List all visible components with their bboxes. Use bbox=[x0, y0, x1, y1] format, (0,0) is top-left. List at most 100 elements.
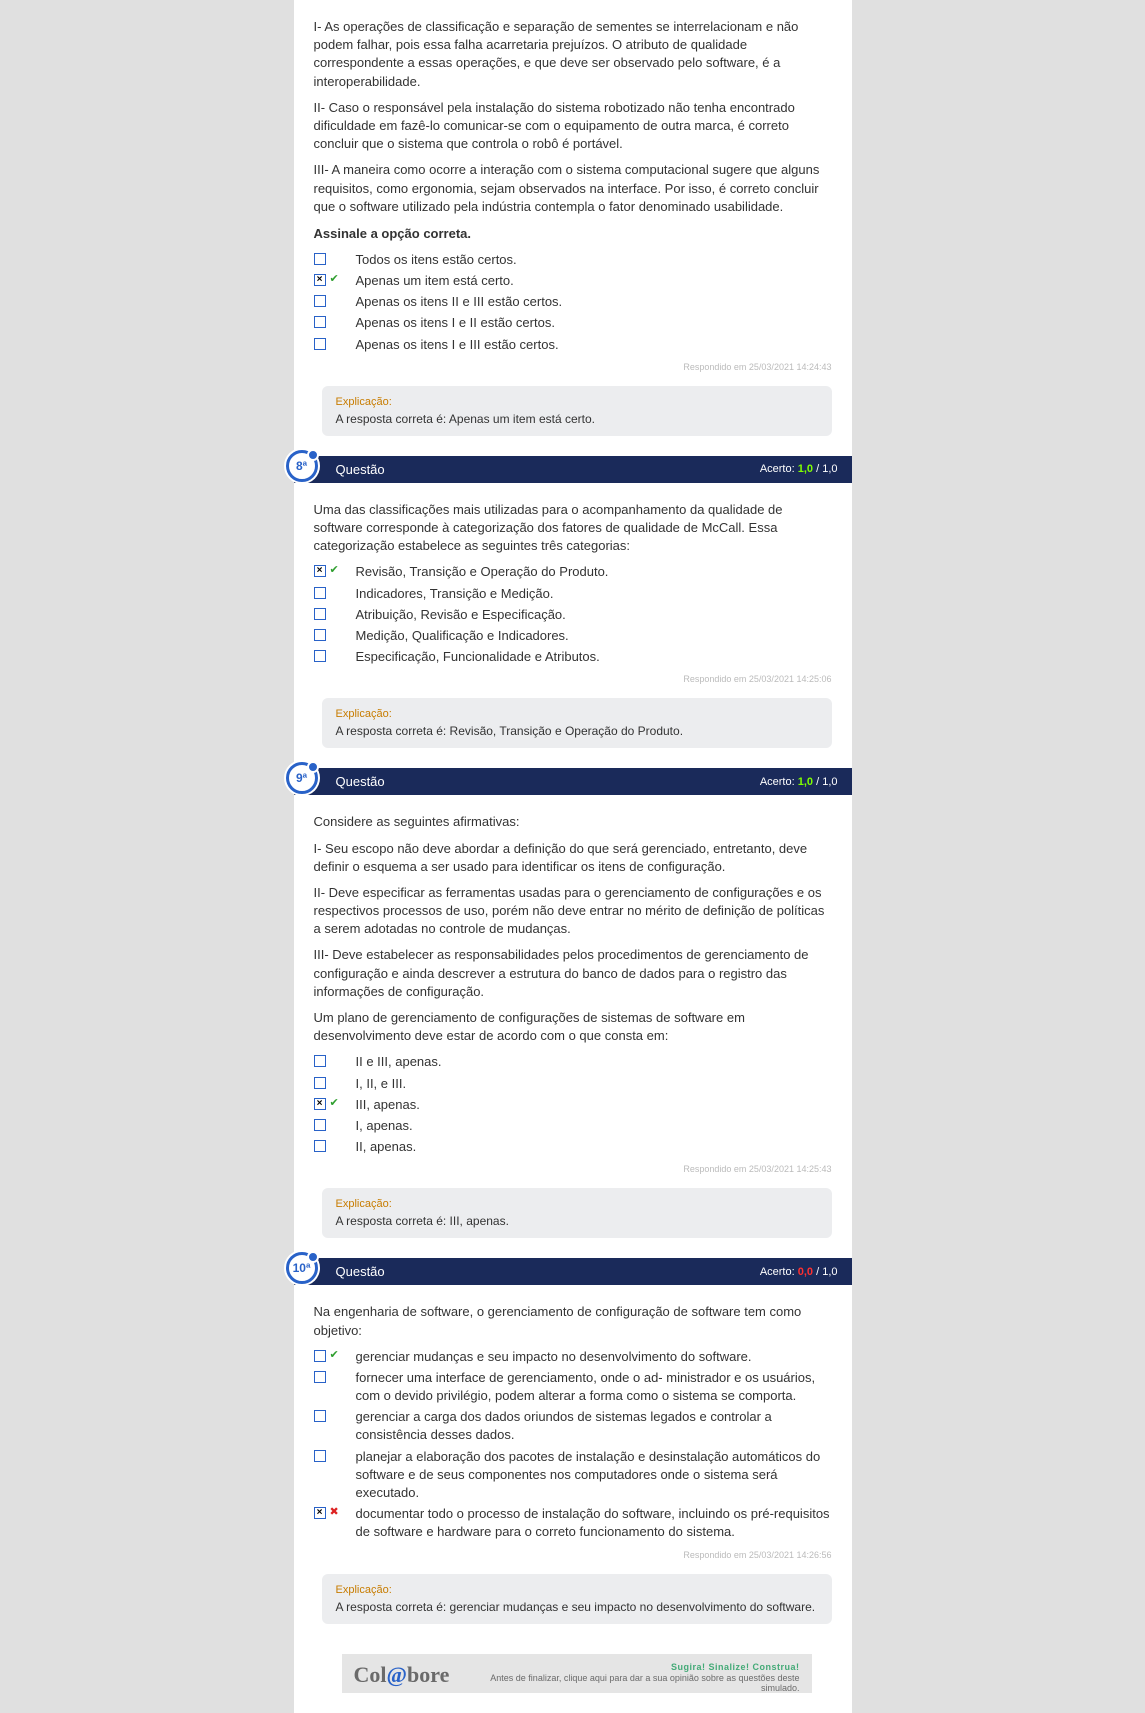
option-row[interactable]: Atribuição, Revisão e Especificação. bbox=[314, 606, 832, 624]
explanation-label: Explicação: bbox=[336, 396, 818, 408]
option-row[interactable]: Indicadores, Transição e Medição. bbox=[314, 585, 832, 603]
statement: I- Seu escopo não deve abordar a definiç… bbox=[314, 840, 832, 876]
answered-timestamp: Respondido em 25/03/2021 14:26:56 bbox=[294, 1550, 832, 1560]
explanation-box: Explicação: A resposta correta é: III, a… bbox=[322, 1188, 832, 1238]
score-earned: 0,0 bbox=[798, 1266, 813, 1278]
checkbox-icon[interactable] bbox=[314, 587, 326, 599]
explanation-label: Explicação: bbox=[336, 708, 818, 720]
checkbox-icon[interactable]: × bbox=[314, 274, 326, 286]
option-text: fornecer uma interface de gerenciamento,… bbox=[356, 1369, 832, 1405]
checkbox-icon[interactable] bbox=[314, 629, 326, 641]
question-title: Questão bbox=[336, 774, 385, 789]
question-number-badge: 9ª bbox=[286, 762, 318, 794]
option-text: planejar a elaboração dos pacotes de ins… bbox=[356, 1448, 832, 1503]
score-label: Acerto: bbox=[760, 1266, 795, 1278]
colabore-subtext: Antes de finalizar, clique aqui para dar… bbox=[449, 1673, 799, 1693]
options-list: ×✔Revisão, Transição e Operação do Produ… bbox=[314, 563, 832, 666]
statement: II- Caso o responsável pela instalação d… bbox=[314, 99, 832, 154]
checkbox-icon[interactable] bbox=[314, 608, 326, 620]
question-title: Questão bbox=[336, 1264, 385, 1279]
option-row[interactable]: I, II, e III. bbox=[314, 1075, 832, 1093]
option-text: II, apenas. bbox=[356, 1138, 832, 1156]
option-text: I, apenas. bbox=[356, 1117, 832, 1135]
question-body: Considere as seguintes afirmativas: I- S… bbox=[294, 795, 852, 1156]
checkbox-icon[interactable]: × bbox=[314, 1098, 326, 1110]
intro: Uma das classificações mais utilizadas p… bbox=[314, 501, 832, 556]
option-text: Revisão, Transição e Operação do Produto… bbox=[356, 563, 832, 581]
score: Acerto: 1,0 / 1,0 bbox=[760, 776, 838, 788]
question-header: 9ª Questão Acerto: 1,0 / 1,0 bbox=[294, 768, 852, 795]
options-list: II e III, apenas. I, II, e III. ×✔III, ape… bbox=[314, 1053, 832, 1156]
option-row[interactable]: Apenas os itens I e II estão certos. bbox=[314, 314, 832, 332]
option-text: Atribuição, Revisão e Especificação. bbox=[356, 606, 832, 624]
checkbox-icon[interactable] bbox=[314, 295, 326, 307]
option-row[interactable]: Medição, Qualificação e Indicadores. bbox=[314, 627, 832, 645]
option-row[interactable]: × ✖ documentar todo o processo de instalaç… bbox=[314, 1505, 832, 1541]
answered-timestamp: Respondido em 25/03/2021 14:25:43 bbox=[294, 1164, 832, 1174]
option-row[interactable]: fornecer uma interface de gerenciamento,… bbox=[314, 1369, 832, 1405]
question-9: 9ª Questão Acerto: 1,0 / 1,0 Considere a… bbox=[294, 768, 852, 1238]
option-text: Apenas um item está certo. bbox=[356, 272, 832, 290]
checkbox-icon[interactable] bbox=[314, 1140, 326, 1152]
option-row[interactable]: ×✔Revisão, Transição e Operação do Produ… bbox=[314, 563, 832, 581]
colabore-box[interactable]: Col@bore Sugira! Sinalize! Construa! Ant… bbox=[342, 1654, 812, 1693]
option-row[interactable]: Todos os itens estão certos. bbox=[314, 251, 832, 269]
checkbox-icon[interactable]: × bbox=[314, 565, 326, 577]
checkbox-icon[interactable]: × bbox=[314, 1507, 326, 1519]
checkbox-icon[interactable] bbox=[314, 338, 326, 350]
cross-icon: ✖ bbox=[330, 1505, 344, 1518]
question-body: I- As operações de classificação e separ… bbox=[294, 0, 852, 354]
option-text: Indicadores, Transição e Medição. bbox=[356, 585, 832, 603]
question-body: Na engenharia de software, o gerenciamen… bbox=[294, 1285, 852, 1541]
score: Acerto: 1,0 / 1,0 bbox=[760, 463, 838, 475]
option-row[interactable]: planejar a elaboração dos pacotes de ins… bbox=[314, 1448, 832, 1503]
option-row[interactable]: ×✔III, apenas. bbox=[314, 1096, 832, 1114]
option-row[interactable]: × ✔ Apenas um item está certo. bbox=[314, 272, 832, 290]
option-row[interactable]: II e III, apenas. bbox=[314, 1053, 832, 1071]
checkbox-icon[interactable] bbox=[314, 1410, 326, 1422]
checkbox-icon[interactable] bbox=[314, 1350, 326, 1362]
checkbox-icon[interactable] bbox=[314, 1055, 326, 1067]
option-text: documentar todo o processo de instalação… bbox=[356, 1505, 832, 1541]
option-text: Todos os itens estão certos. bbox=[356, 251, 832, 269]
quiz-page: I- As operações de classificação e separ… bbox=[294, 0, 852, 1713]
explanation-label: Explicação: bbox=[336, 1198, 818, 1210]
answered-timestamp: Respondido em 25/03/2021 14:24:43 bbox=[294, 362, 832, 372]
option-row[interactable]: Especificação, Funcionalidade e Atributo… bbox=[314, 648, 832, 666]
explanation-box: Explicação: A resposta correta é: Revisã… bbox=[322, 698, 832, 748]
question-10: 10ª Questão Acerto: 0,0 / 1,0 Na engenha… bbox=[294, 1258, 852, 1623]
score-label: Acerto: bbox=[760, 776, 795, 788]
option-row[interactable]: Apenas os itens II e III estão certos. bbox=[314, 293, 832, 311]
option-row[interactable]: I, apenas. bbox=[314, 1117, 832, 1135]
option-text: III, apenas. bbox=[356, 1096, 832, 1114]
checkbox-icon[interactable] bbox=[314, 316, 326, 328]
intro: Considere as seguintes afirmativas: bbox=[314, 813, 832, 831]
option-row[interactable]: gerenciar a carga dos dados oriundos de … bbox=[314, 1408, 832, 1444]
intro: Na engenharia de software, o gerenciamen… bbox=[314, 1303, 832, 1339]
option-text: Apenas os itens I e II estão certos. bbox=[356, 314, 832, 332]
option-row[interactable]: ✔gerenciar mudanças e seu impacto no des… bbox=[314, 1348, 832, 1366]
explanation-text: A resposta correta é: Revisão, Transição… bbox=[336, 724, 684, 738]
options-list: ✔gerenciar mudanças e seu impacto no des… bbox=[314, 1348, 832, 1542]
statement: III- A maneira como ocorre a interação c… bbox=[314, 161, 832, 216]
explanation-box: Explicação: A resposta correta é: gerenc… bbox=[322, 1574, 832, 1624]
checkbox-icon[interactable] bbox=[314, 650, 326, 662]
option-row[interactable]: II, apenas. bbox=[314, 1138, 832, 1156]
option-text: Apenas os itens I e III estão certos. bbox=[356, 336, 832, 354]
statement: II- Deve especificar as ferramentas usad… bbox=[314, 884, 832, 939]
statement: III- Deve estabelecer as responsabilidad… bbox=[314, 946, 832, 1001]
checkbox-icon[interactable] bbox=[314, 1119, 326, 1131]
checkbox-icon[interactable] bbox=[314, 1450, 326, 1462]
option-row[interactable]: Apenas os itens I e III estão certos. bbox=[314, 336, 832, 354]
checkbox-icon[interactable] bbox=[314, 1371, 326, 1383]
question-title: Questão bbox=[336, 462, 385, 477]
checkbox-icon[interactable] bbox=[314, 1077, 326, 1089]
question-number-badge: 8ª bbox=[286, 450, 318, 482]
prompt: Assinale a opção correta. bbox=[314, 226, 832, 241]
option-text: gerenciar a carga dos dados oriundos de … bbox=[356, 1408, 832, 1444]
score-total: / 1,0 bbox=[816, 463, 837, 475]
colabore-logo: Col@bore bbox=[354, 1662, 450, 1688]
checkbox-icon[interactable] bbox=[314, 253, 326, 265]
score-earned: 1,0 bbox=[798, 776, 813, 788]
check-icon: ✔ bbox=[330, 272, 344, 285]
